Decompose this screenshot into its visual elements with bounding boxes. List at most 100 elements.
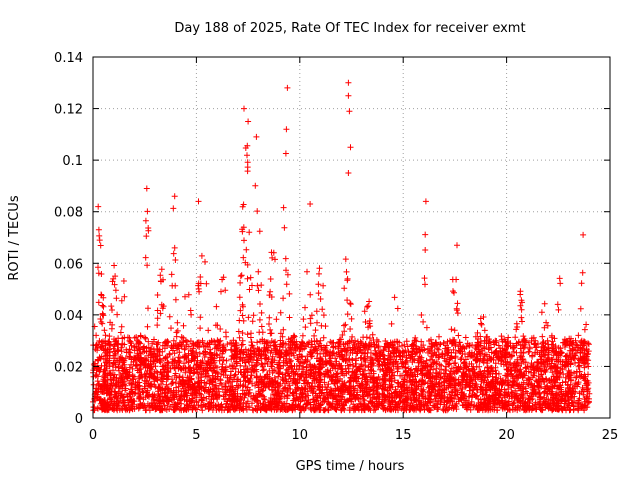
roti-point [570,355,577,362]
roti-point [343,352,350,358]
roti-point [128,380,134,387]
roti-point [210,396,217,403]
roti-point [459,344,466,351]
roti-point [546,403,553,410]
roti-point [180,385,187,392]
roti-point [282,150,289,157]
roti-point [549,383,556,390]
roti-point [230,404,236,411]
roti-point [438,362,445,369]
roti-point [101,406,107,413]
roti-point [577,305,584,312]
roti-point [176,373,183,380]
roti-point [290,401,296,408]
roti-point [259,329,266,336]
roti-point [510,378,517,385]
roti-point [237,307,244,314]
roti-point [119,406,126,413]
roti-point [286,290,293,297]
roti-point [240,224,247,231]
roti-point [404,384,411,391]
roti-point [435,380,442,387]
roti-point [159,378,166,385]
roti-point [474,372,481,379]
roti-point [461,371,468,378]
roti-point [234,397,241,404]
roti-point [253,351,259,358]
roti-point [581,350,588,357]
roti-point [309,380,316,386]
roti-point [411,382,418,389]
roti-point [235,368,242,375]
roti-point [356,365,363,372]
chart-title: Day 188 of 2025, Rate Of TEC Index for r… [174,21,525,36]
roti-point [421,346,428,353]
roti-point [100,368,107,375]
roti-point [420,318,427,325]
roti-point [171,372,178,379]
roti-point [462,334,469,341]
roti-point [303,401,310,408]
roti-point [152,383,159,390]
roti-point [244,331,251,338]
roti-point [486,339,493,346]
roti-point [111,262,118,269]
roti-point [291,333,298,340]
roti-point [317,401,324,408]
roti-point [93,371,100,378]
roti-point [550,400,557,407]
roti-point [307,320,314,327]
roti-point [518,297,525,304]
roti-point [192,380,199,387]
roti-point [385,387,392,394]
roti-point [151,378,158,385]
roti-point [422,231,429,238]
roti-point [260,393,267,400]
roti-point [276,370,283,377]
roti-point [361,367,368,374]
roti-point [252,397,259,403]
roti-point [308,344,315,351]
roti-point [166,398,173,405]
roti-point [243,246,250,253]
roti-point [295,402,302,409]
roti-point [446,360,453,367]
roti-point [507,354,514,360]
roti-point [172,364,179,371]
roti-point [458,355,465,361]
roti-point [197,314,204,321]
roti-point [317,296,324,302]
roti-point [277,330,284,337]
roti-point [239,312,246,319]
roti-point [247,274,254,281]
roti-point [387,383,393,389]
roti-point [397,349,404,356]
roti-point [537,356,544,363]
roti-point [229,403,236,410]
roti-point [283,355,289,362]
roti-point [236,294,243,301]
roti-point [362,319,369,325]
roti-point [195,282,202,289]
roti-point [390,358,397,365]
roti-point [445,406,452,413]
roti-point [465,393,472,400]
roti-point [267,395,274,401]
roti-point [196,350,203,357]
roti-point [192,394,199,401]
roti-point [162,354,169,361]
roti-point [541,324,548,331]
roti-point [258,309,265,316]
roti-point [339,388,345,395]
roti-point [237,273,244,280]
roti-point [207,386,214,393]
roti-point [95,299,102,306]
roti-point [257,338,264,345]
roti-point [511,399,518,406]
roti-point [217,326,224,332]
roti-point [240,366,247,373]
roti-point [547,363,553,370]
roti-point [378,400,385,407]
roti-point [413,406,420,413]
roti-point [222,389,229,396]
